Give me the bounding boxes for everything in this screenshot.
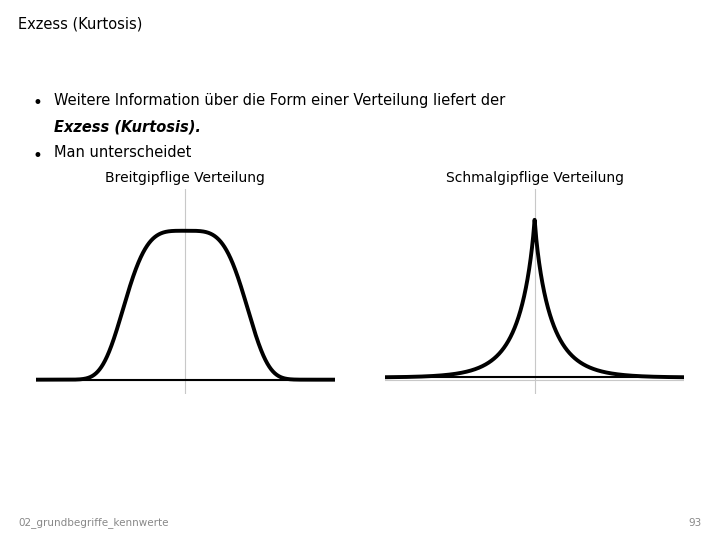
Text: 02_grundbegriffe_kennwerte: 02_grundbegriffe_kennwerte bbox=[18, 517, 168, 528]
Text: Exzess (Kurtosis): Exzess (Kurtosis) bbox=[18, 16, 143, 31]
Title: Breitgipflige Verteilung: Breitgipflige Verteilung bbox=[105, 171, 266, 185]
Title: Schmalgipflige Verteilung: Schmalgipflige Verteilung bbox=[446, 171, 624, 185]
Text: •: • bbox=[32, 94, 42, 112]
Text: Exzess (Kurtosis).: Exzess (Kurtosis). bbox=[54, 120, 201, 135]
Text: •: • bbox=[32, 147, 42, 165]
Text: Man unterscheidet: Man unterscheidet bbox=[54, 145, 192, 160]
Text: 93: 93 bbox=[689, 518, 702, 528]
Text: Weitere Information über die Form einer Verteilung liefert der: Weitere Information über die Form einer … bbox=[54, 93, 505, 108]
